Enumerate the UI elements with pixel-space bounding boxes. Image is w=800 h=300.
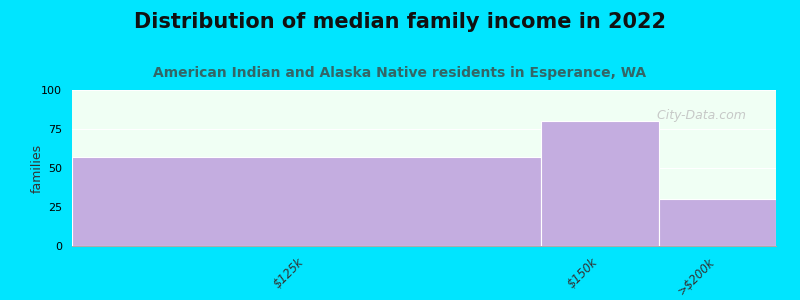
- Bar: [658, 199, 776, 246]
- Text: City-Data.com: City-Data.com: [650, 109, 746, 122]
- Bar: [542, 121, 658, 246]
- Y-axis label: families: families: [30, 143, 44, 193]
- Text: American Indian and Alaska Native residents in Esperance, WA: American Indian and Alaska Native reside…: [154, 66, 646, 80]
- Text: Distribution of median family income in 2022: Distribution of median family income in …: [134, 12, 666, 32]
- Bar: [72, 157, 542, 246]
